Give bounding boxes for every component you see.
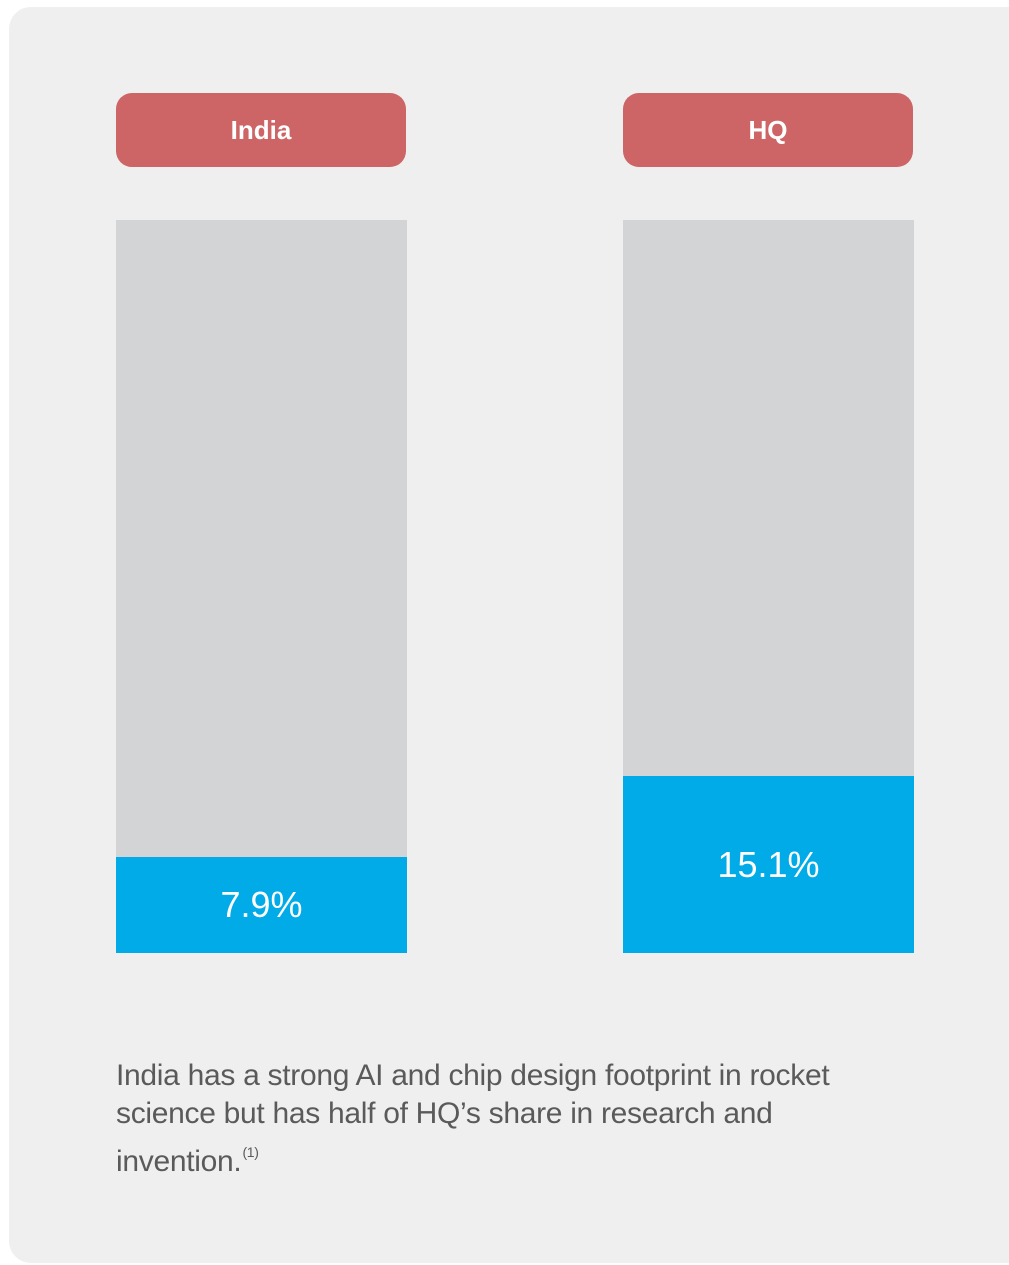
category-header-india: India — [116, 93, 406, 167]
caption-text: India has a strong AI and chip design fo… — [116, 1059, 830, 1178]
footnote-marker: (1) — [242, 1144, 259, 1160]
bar-fill-india: 7.9% — [116, 857, 407, 953]
bar-track-india: 7.9% — [116, 220, 407, 953]
bar-fill-hq: 15.1% — [623, 776, 914, 953]
bar-track-hq: 15.1% — [623, 220, 914, 953]
bar-value-label: 7.9% — [220, 884, 303, 925]
category-label: India — [230, 114, 292, 145]
category-header-hq: HQ — [623, 93, 913, 167]
chart-caption: India has a strong AI and chip design fo… — [116, 1057, 876, 1181]
category-label: HQ — [748, 114, 788, 145]
bar-value-label: 15.1% — [717, 843, 820, 885]
